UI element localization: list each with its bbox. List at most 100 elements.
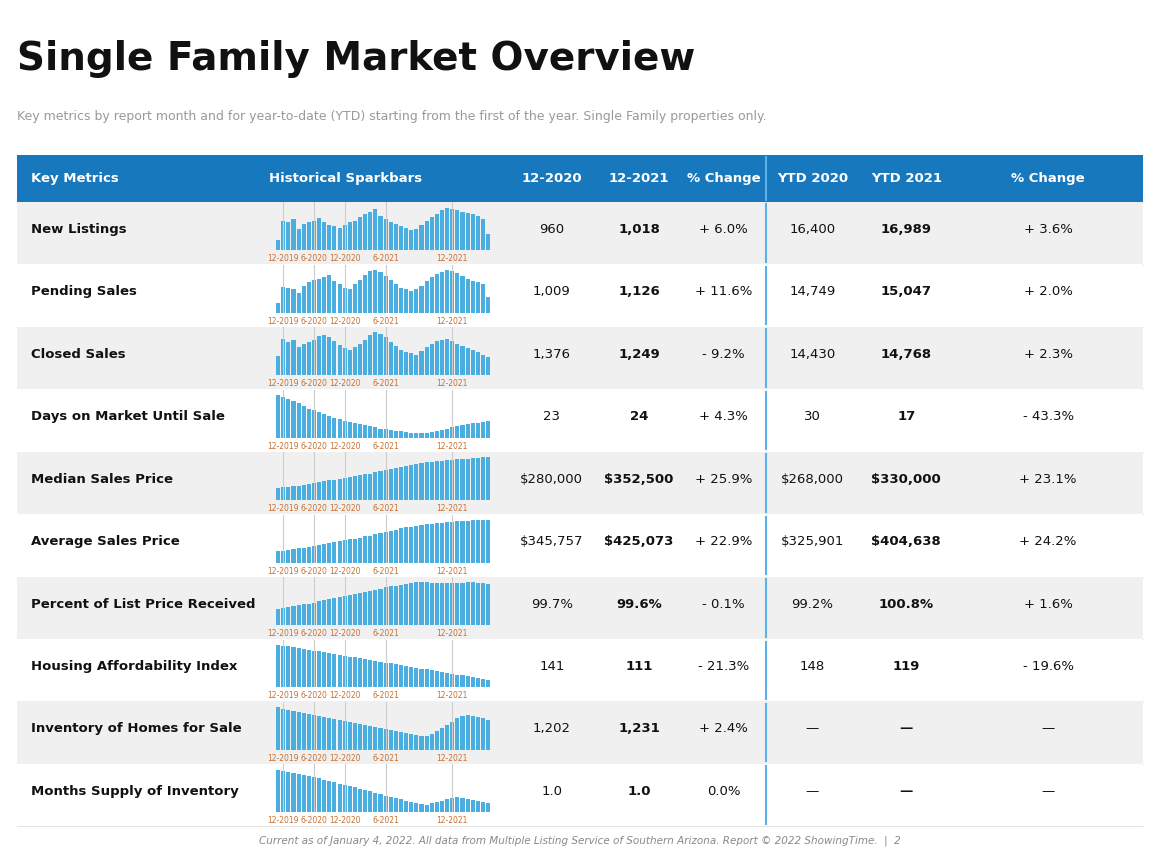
Bar <box>481 679 485 687</box>
Bar <box>465 349 470 375</box>
Bar <box>358 280 362 313</box>
Bar <box>302 775 306 813</box>
Bar <box>363 340 368 375</box>
Bar <box>302 484 306 500</box>
Text: 1,018: 1,018 <box>618 222 660 236</box>
Bar <box>348 786 351 813</box>
Bar <box>414 526 419 563</box>
Bar <box>368 473 372 500</box>
Bar <box>394 586 398 625</box>
Text: 111: 111 <box>625 660 653 673</box>
Bar <box>327 718 332 750</box>
Bar <box>481 520 485 563</box>
Bar <box>342 421 347 437</box>
Bar <box>420 804 423 813</box>
Text: 1,231: 1,231 <box>618 722 660 735</box>
Bar <box>384 430 387 437</box>
Bar <box>476 423 480 437</box>
Bar <box>455 460 459 500</box>
Bar <box>378 533 383 563</box>
Bar <box>471 800 474 813</box>
Bar <box>414 433 419 437</box>
Text: 14,768: 14,768 <box>880 348 931 361</box>
Bar <box>342 655 347 687</box>
Bar <box>358 475 362 500</box>
Text: + 2.4%: + 2.4% <box>699 722 748 735</box>
Text: —: — <box>1042 722 1054 735</box>
Text: $425,073: $425,073 <box>604 535 674 548</box>
Bar <box>281 221 285 250</box>
Bar <box>481 422 485 437</box>
Text: 1,126: 1,126 <box>618 285 660 298</box>
Text: 17: 17 <box>897 411 915 423</box>
Bar <box>281 287 285 313</box>
Text: 99.2%: 99.2% <box>791 598 833 611</box>
Text: $345,757: $345,757 <box>520 535 583 548</box>
Text: 12-2020: 12-2020 <box>329 380 361 388</box>
Bar <box>342 349 347 375</box>
Bar <box>425 805 429 813</box>
Bar <box>276 609 281 625</box>
Bar <box>445 270 449 313</box>
Bar <box>404 801 408 813</box>
Bar <box>399 288 403 313</box>
Text: 6-2020: 6-2020 <box>300 567 327 576</box>
Text: - 19.6%: - 19.6% <box>1023 660 1074 673</box>
Bar <box>322 335 326 375</box>
Text: 12-2019: 12-2019 <box>268 442 299 451</box>
Bar <box>291 773 296 813</box>
Text: - 43.3%: - 43.3% <box>1022 411 1074 423</box>
Text: 12-2021: 12-2021 <box>436 816 467 825</box>
Text: $404,638: $404,638 <box>871 535 941 548</box>
Text: Current as of January 4, 2022. All data from Multiple Listing Service of Souther: Current as of January 4, 2022. All data … <box>259 836 901 846</box>
Bar <box>338 783 341 813</box>
Bar <box>358 538 362 563</box>
Text: 6-2020: 6-2020 <box>300 442 327 451</box>
Bar <box>306 222 311 250</box>
Bar <box>327 338 332 375</box>
Bar <box>287 646 290 687</box>
Bar <box>291 486 296 500</box>
Bar <box>465 424 470 437</box>
Bar <box>486 421 491 437</box>
Bar <box>420 463 423 500</box>
Bar <box>312 221 316 250</box>
Bar <box>368 271 372 313</box>
Bar <box>312 340 316 375</box>
Bar <box>327 653 332 687</box>
Bar <box>450 722 455 750</box>
Text: + 23.1%: + 23.1% <box>1020 472 1076 485</box>
Text: 12-2020: 12-2020 <box>329 254 361 264</box>
Text: 12-2020: 12-2020 <box>329 504 361 513</box>
Bar <box>471 521 474 563</box>
Bar <box>414 803 419 813</box>
Bar <box>358 344 362 375</box>
Bar <box>404 527 408 563</box>
Bar <box>455 674 459 687</box>
Text: + 2.0%: + 2.0% <box>1023 285 1073 298</box>
Bar <box>368 335 372 375</box>
Text: 12-2020: 12-2020 <box>522 172 582 185</box>
Bar <box>378 334 383 375</box>
Bar <box>374 590 377 625</box>
Bar <box>486 235 491 250</box>
Bar <box>302 547 306 563</box>
Bar <box>287 710 290 750</box>
Bar <box>389 342 393 375</box>
Bar <box>435 523 438 563</box>
Bar <box>368 791 372 813</box>
Text: 12-2019: 12-2019 <box>268 504 299 513</box>
Bar <box>420 582 423 625</box>
Bar <box>348 539 351 563</box>
Text: 6-2020: 6-2020 <box>300 254 327 264</box>
Bar <box>353 539 357 563</box>
Bar <box>414 582 419 625</box>
Text: 6-2020: 6-2020 <box>300 504 327 513</box>
Bar <box>363 725 368 750</box>
Bar <box>414 464 419 500</box>
Text: —: — <box>806 722 819 735</box>
Bar <box>455 344 459 375</box>
Bar <box>461 582 464 625</box>
Bar <box>471 582 474 625</box>
Bar <box>461 798 464 813</box>
